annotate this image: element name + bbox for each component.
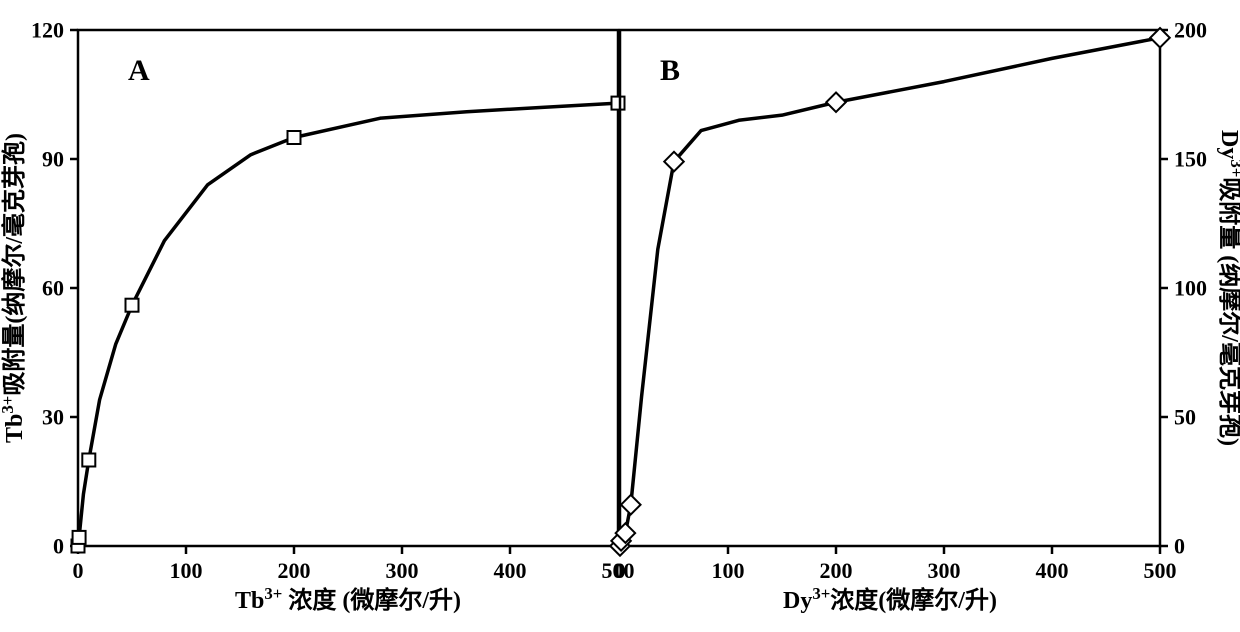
data-marker-square [288, 131, 301, 144]
x-tick-label: 400 [494, 558, 527, 583]
y-tick-label: 150 [1174, 147, 1207, 172]
y-tick-label: 50 [1174, 405, 1196, 430]
y-axis-label: Dy3+吸附量 (纳摩尔/毫克芽孢) [1216, 130, 1240, 446]
x-tick-label: 200 [820, 558, 853, 583]
chart-svg: 01002003004005000306090120Tb3+ 浓度 (微摩尔/升… [0, 0, 1240, 632]
y-tick-label: 90 [42, 147, 64, 172]
y-axis-label: Tb3+吸附量(纳摩尔/毫克芽孢) [0, 133, 28, 443]
y-tick-label: 200 [1174, 18, 1207, 43]
data-marker-square [82, 454, 95, 467]
data-marker-diamond [826, 92, 846, 112]
x-axis-label: Dy3+浓度(微摩尔/升) [783, 584, 997, 615]
y-tick-label: 30 [42, 405, 64, 430]
x-axis-label: Tb3+ 浓度 (微摩尔/升) [235, 584, 461, 615]
y-tick-label: 120 [31, 18, 64, 43]
x-tick-label: 300 [386, 558, 419, 583]
y-tick-label: 0 [1174, 534, 1185, 559]
x-tick-label: 0 [615, 558, 626, 583]
x-tick-label: 300 [928, 558, 961, 583]
data-marker-square [612, 97, 625, 110]
x-tick-label: 500 [1144, 558, 1177, 583]
x-tick-label: 400 [1036, 558, 1069, 583]
y-tick-label: 0 [53, 534, 64, 559]
panel-label: A [128, 54, 150, 87]
data-curve [78, 103, 618, 546]
x-tick-label: 200 [278, 558, 311, 583]
x-tick-label: 100 [170, 558, 203, 583]
y-tick-label: 100 [1174, 276, 1207, 301]
chart-container: 01002003004005000306090120Tb3+ 浓度 (微摩尔/升… [0, 0, 1240, 632]
data-marker-square [73, 531, 86, 544]
plot-frame [620, 30, 1160, 546]
x-tick-label: 0 [73, 558, 84, 583]
panel-label: B [660, 54, 680, 87]
data-curve [620, 38, 1160, 546]
y-tick-label: 60 [42, 276, 64, 301]
data-marker-diamond [621, 495, 641, 514]
data-marker-square [126, 299, 139, 312]
x-tick-label: 100 [712, 558, 745, 583]
